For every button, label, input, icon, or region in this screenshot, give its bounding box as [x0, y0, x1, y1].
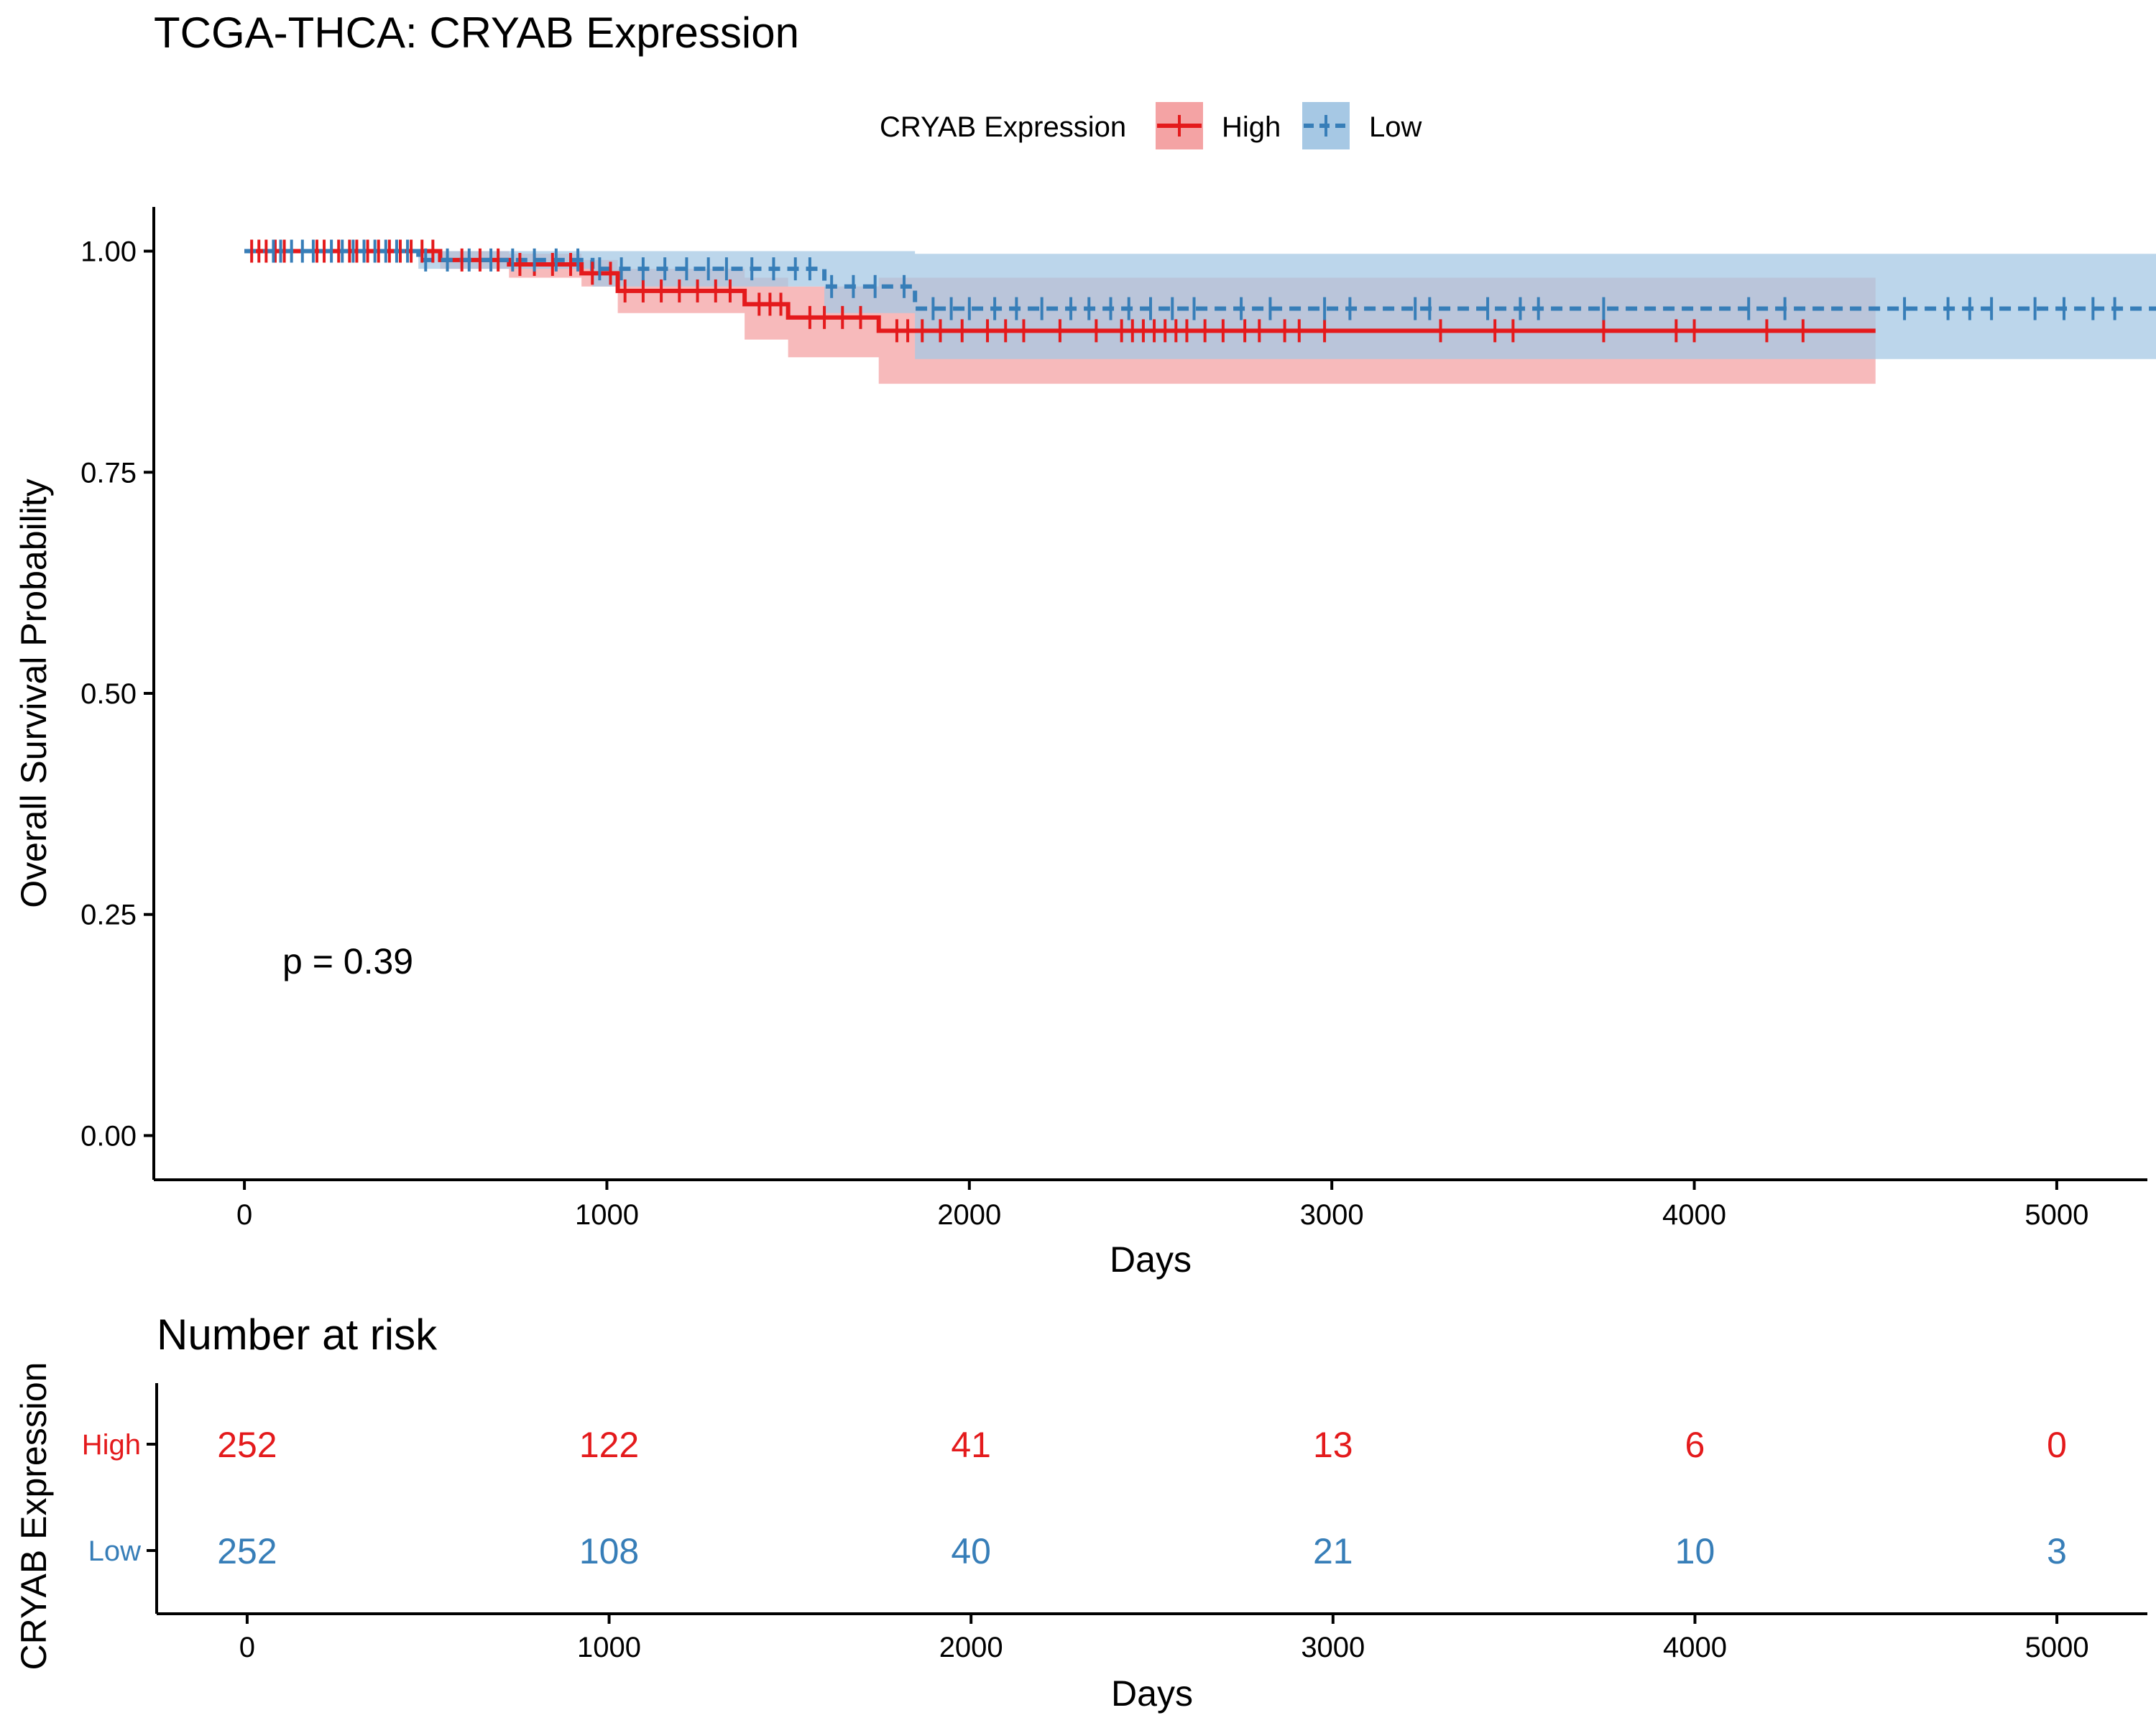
risk-count-high-4000: 6 — [1685, 1425, 1705, 1465]
x-tick-label-4: 4000 — [1662, 1199, 1726, 1231]
legend-label-low: Low — [1369, 111, 1422, 143]
x-ticks: 0 1000 2000 3000 4000 5000 — [236, 1180, 2088, 1231]
legend-item-high: High — [1156, 102, 1281, 149]
ci-band-low — [244, 251, 2156, 359]
x-tick-label-0: 0 — [236, 1199, 252, 1231]
risk-x-tick-label-4: 4000 — [1663, 1632, 1727, 1663]
risk-count-low-5000: 3 — [2047, 1531, 2067, 1571]
risk-table-title: Number at risk — [157, 1311, 438, 1359]
risk-count-low-1000: 108 — [579, 1531, 639, 1571]
x-tick-label-2: 2000 — [937, 1199, 1001, 1231]
risk-table-axes — [155, 1383, 2147, 1615]
risk-x-tick-label-2: 2000 — [939, 1632, 1003, 1663]
x-tick-label-3: 3000 — [1300, 1199, 1364, 1231]
risk-count-low-0: 252 — [217, 1531, 277, 1571]
legend-item-low: Low — [1302, 102, 1422, 149]
x-tick-label-5: 5000 — [2024, 1199, 2088, 1231]
y-axis-label: Overall Survival Probability — [14, 479, 54, 907]
y-tick-label-3: 0.75 — [80, 457, 137, 489]
survival-curves — [244, 249, 2156, 333]
risk-count-high-5000: 0 — [2047, 1425, 2067, 1465]
survival-curve-low — [244, 249, 2156, 311]
censor-marks — [250, 239, 2116, 343]
y-tick-label-2: 0.50 — [80, 678, 137, 710]
legend: CRYAB Expression High Low — [880, 102, 1422, 149]
risk-row-label-high: High — [82, 1429, 141, 1461]
y-tick-label-0: 0.00 — [80, 1120, 137, 1152]
y-tick-label-1: 0.25 — [80, 900, 137, 931]
survival-curve-high — [244, 249, 1876, 333]
legend-label-high: High — [1222, 111, 1281, 143]
risk-count-high-2000: 41 — [951, 1425, 991, 1465]
risk-table-rows: High 252 122 41 13 6 0 Low 252 108 40 21 10 3 — [82, 1425, 2067, 1571]
x-axis-label: Days — [1110, 1239, 1192, 1280]
risk-x-ticks: 0 1000 2000 3000 4000 5000 — [239, 1614, 2089, 1663]
risk-x-tick-label-5: 5000 — [2025, 1632, 2089, 1663]
legend-title: CRYAB Expression — [880, 111, 1126, 143]
risk-x-tick-label-0: 0 — [239, 1632, 255, 1663]
y-ticks: 0.00 0.25 0.50 0.75 1.00 — [80, 236, 154, 1152]
chart-title: TCGA-THCA: CRYAB Expression — [154, 9, 799, 57]
risk-row-label-low: Low — [88, 1535, 141, 1567]
risk-count-low-4000: 10 — [1675, 1531, 1715, 1571]
risk-x-tick-label-3: 3000 — [1301, 1632, 1365, 1663]
x-tick-label-1: 1000 — [575, 1199, 639, 1231]
p-value-annotation: p = 0.39 — [282, 941, 413, 981]
risk-count-high-1000: 122 — [579, 1425, 639, 1465]
risk-x-axis-label: Days — [1111, 1673, 1193, 1714]
risk-count-high-3000: 13 — [1313, 1425, 1353, 1465]
risk-count-low-3000: 21 — [1313, 1531, 1353, 1571]
risk-count-low-2000: 40 — [951, 1531, 991, 1571]
risk-x-tick-label-1: 1000 — [577, 1632, 641, 1663]
risk-y-axis-label: CRYAB Expression — [14, 1362, 54, 1671]
confidence-bands — [244, 251, 2156, 384]
y-tick-label-4: 1.00 — [80, 236, 137, 268]
risk-count-high-0: 252 — [217, 1425, 277, 1465]
